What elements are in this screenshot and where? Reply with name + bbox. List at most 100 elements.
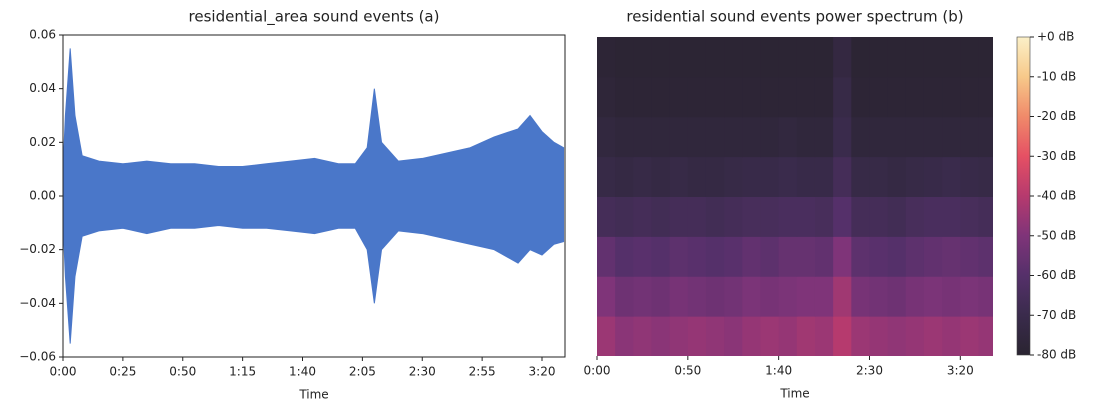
heatmap-cell [905, 37, 925, 78]
heatmap-cell [869, 276, 889, 317]
heatmap-cell [724, 76, 743, 118]
heatmap-cell [814, 316, 834, 356]
heatmap-cell [851, 116, 870, 158]
heatmap-cell [796, 236, 816, 277]
x-tick-label: 3:20 [529, 365, 556, 379]
heatmap-cell [814, 196, 834, 237]
heatmap-cell [724, 37, 743, 78]
heatmap-cell [887, 316, 907, 356]
heatmap-cell [687, 316, 707, 356]
heatmap-cell [669, 196, 689, 237]
heatmap-cell [705, 196, 725, 237]
heatmap-cell [742, 156, 761, 197]
heatmap-cell [942, 76, 961, 118]
heatmap-cell [942, 156, 961, 197]
colorbar-tick-label: -20 dB [1037, 109, 1076, 123]
heatmap-cell [615, 76, 634, 118]
heatmap-cell [742, 196, 761, 237]
heatmap-cell [705, 316, 725, 356]
x-tick-label: 0:00 [584, 364, 611, 378]
colorbar-tick-label: -70 dB [1037, 308, 1076, 322]
x-axis-label: Time [298, 388, 328, 402]
heatmap-cell [814, 116, 834, 158]
heatmap-cell [687, 37, 707, 78]
heatmap-cell [724, 156, 743, 197]
heatmap-cell [887, 196, 907, 237]
x-tick-label: 1:15 [229, 365, 256, 379]
heatmap-cell [887, 76, 907, 118]
heatmap-cell [978, 236, 993, 277]
heatmap-cell [833, 116, 852, 158]
heatmap-cell [651, 156, 671, 197]
heatmap-cell [615, 276, 634, 317]
heatmap-cell [742, 276, 761, 317]
heatmap-cell [633, 236, 652, 277]
heatmap-cell [778, 37, 798, 78]
heatmap-cell [705, 116, 725, 158]
colorbar-tick-label: -60 dB [1037, 268, 1076, 282]
heatmap-cell [942, 276, 961, 317]
heatmap-cell [796, 116, 816, 158]
heatmap-cell [615, 236, 634, 277]
heatmap-cell [669, 116, 689, 158]
heatmap-cell [905, 316, 925, 356]
heatmap [597, 37, 993, 356]
colorbar-tick-label: -80 dB [1037, 348, 1076, 362]
heatmap-cell [651, 316, 671, 356]
x-tick-label: 1:40 [765, 364, 792, 378]
heatmap-cell [851, 236, 870, 277]
heatmap-cell [942, 236, 961, 277]
heatmap-cell [633, 37, 652, 78]
heatmap-cell [887, 276, 907, 317]
y-tick-label: 0.06 [29, 28, 56, 42]
chart-title: residential sound events power spectrum … [626, 8, 963, 26]
heatmap-cell [669, 236, 689, 277]
y-tick-label: 0.00 [29, 189, 56, 203]
heatmap-cell [796, 196, 816, 237]
heatmap-cell [597, 116, 616, 158]
heatmap-cell [778, 236, 798, 277]
heatmap-cell [887, 156, 907, 197]
heatmap-cell [851, 276, 870, 317]
heatmap-cell [960, 196, 979, 237]
heatmap-cell [923, 236, 943, 277]
heatmap-cell [814, 156, 834, 197]
heatmap-cell [760, 196, 780, 237]
x-tick-label: 2:30 [409, 365, 436, 379]
x-tick-label: 0:25 [109, 365, 136, 379]
heatmap-cell [724, 316, 743, 356]
heatmap-cell [960, 76, 979, 118]
heatmap-cell [742, 76, 761, 118]
heatmap-cell [597, 156, 616, 197]
heatmap-cell [615, 316, 634, 356]
heatmap-cell [742, 37, 761, 78]
heatmap-cell [833, 276, 852, 317]
heatmap-cell [923, 156, 943, 197]
heatmap-cell [597, 76, 616, 118]
y-tick-label: −0.04 [19, 296, 56, 310]
heatmap-cell [869, 156, 889, 197]
heatmap-cell [796, 316, 816, 356]
heatmap-cell [923, 116, 943, 158]
heatmap-cell [724, 236, 743, 277]
heatmap-cell [705, 236, 725, 277]
heatmap-cell [796, 37, 816, 78]
heatmap-cell [597, 316, 616, 356]
heatmap-cell [833, 236, 852, 277]
heatmap-cell [851, 37, 870, 78]
heatmap-cell [833, 37, 852, 78]
heatmap-cell [778, 76, 798, 118]
x-tick-label: 2:55 [469, 365, 496, 379]
heatmap-cell [651, 276, 671, 317]
heatmap-cell [778, 276, 798, 317]
heatmap-cell [869, 196, 889, 237]
heatmap-cell [669, 156, 689, 197]
heatmap-cell [669, 37, 689, 78]
x-tick-label: 0:50 [169, 365, 196, 379]
heatmap-cell [760, 156, 780, 197]
heatmap-cell [687, 276, 707, 317]
heatmap-cell [633, 76, 652, 118]
colorbar-tick-label: -40 dB [1037, 189, 1076, 203]
heatmap-cell [742, 116, 761, 158]
